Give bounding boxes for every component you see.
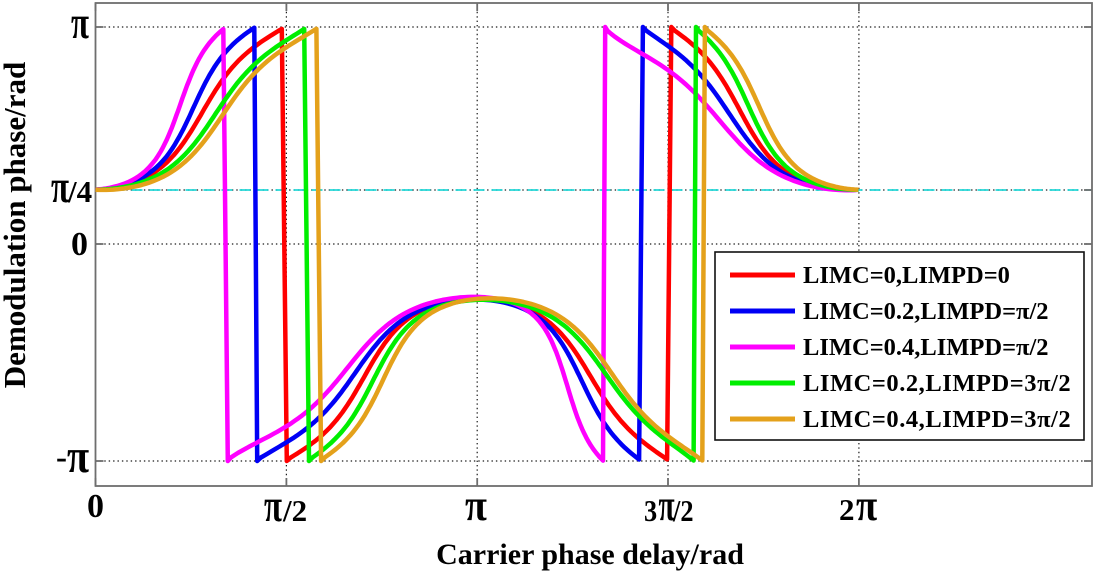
svg-text:Carrier phase delay/rad: Carrier phase delay/rad xyxy=(436,538,744,571)
svg-text:π: π xyxy=(51,160,69,212)
svg-text:/4: /4 xyxy=(67,174,92,209)
svg-text:π: π xyxy=(264,479,282,531)
svg-text:2: 2 xyxy=(839,492,855,527)
svg-text:0: 0 xyxy=(71,226,88,263)
svg-text:/2: /2 xyxy=(282,493,307,528)
svg-text:π: π xyxy=(465,481,487,530)
svg-text:LIMC=0.2,LIMPD=π/2: LIMC=0.2,LIMPD=π/2 xyxy=(803,298,1049,325)
svg-text:0: 0 xyxy=(87,488,104,525)
svg-text:/2: /2 xyxy=(672,494,693,528)
svg-text:π: π xyxy=(856,482,877,531)
svg-text:LIMC=0.2,LIMPD=3π/2: LIMC=0.2,LIMPD=3π/2 xyxy=(803,370,1071,397)
svg-text:Demodulation phase/rad: Demodulation phase/rad xyxy=(0,62,32,388)
svg-text:π: π xyxy=(659,481,675,531)
svg-text:LIMC=0.4,LIMPD=3π/2: LIMC=0.4,LIMPD=3π/2 xyxy=(803,406,1071,433)
svg-text:LIMC=0,LIMPD=0: LIMC=0,LIMPD=0 xyxy=(803,262,1010,289)
svg-text:3: 3 xyxy=(644,494,657,528)
svg-text:-: - xyxy=(56,440,67,476)
svg-text:LIMC=0.4,LIMPD=π/2: LIMC=0.4,LIMPD=π/2 xyxy=(803,334,1049,361)
svg-text:π: π xyxy=(67,429,89,483)
svg-text:π: π xyxy=(71,0,89,48)
